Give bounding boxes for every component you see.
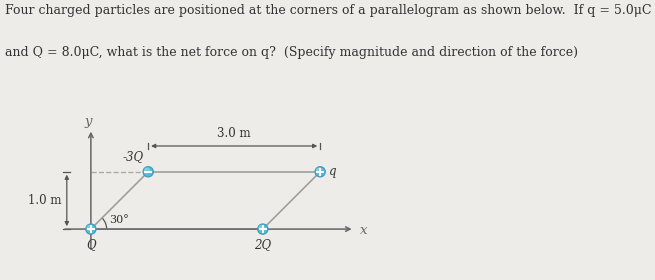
- Text: y: y: [84, 115, 92, 128]
- Text: and Q = 8.0μC, what is the net force on q?  (Specify magnitude and direction of : and Q = 8.0μC, what is the net force on …: [5, 46, 578, 59]
- Circle shape: [316, 168, 321, 173]
- Text: -3Q: -3Q: [122, 151, 143, 164]
- Text: 1.0 m: 1.0 m: [28, 194, 61, 207]
- Text: 30°: 30°: [109, 215, 129, 225]
- Text: Q: Q: [86, 238, 96, 251]
- Text: 3.0 m: 3.0 m: [217, 127, 251, 140]
- Circle shape: [87, 225, 92, 230]
- Circle shape: [143, 167, 153, 177]
- Text: x: x: [360, 224, 367, 237]
- Text: Four charged particles are positioned at the corners of a parallelogram as shown: Four charged particles are positioned at…: [5, 4, 652, 17]
- Circle shape: [315, 167, 326, 177]
- Circle shape: [145, 168, 149, 173]
- Circle shape: [259, 225, 264, 230]
- Text: 2Q: 2Q: [254, 238, 271, 251]
- Circle shape: [257, 224, 268, 234]
- Text: q: q: [329, 165, 337, 178]
- Circle shape: [86, 224, 96, 234]
